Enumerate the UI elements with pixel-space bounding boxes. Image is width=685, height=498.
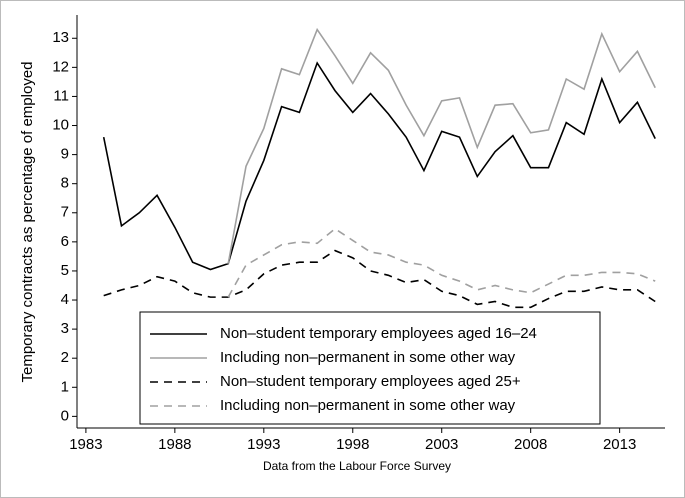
series-line [227,27,656,264]
y-tick-label: 7 [61,204,69,221]
legend-label: Non–student temporary employees aged 16–… [220,325,537,342]
y-tick-label: 8 [61,175,69,192]
y-tick-label: 2 [61,349,69,366]
x-tick-label: 1998 [336,436,369,453]
y-tick-label: 6 [61,233,69,250]
y-axis-label: Temporary contracts as percentage of emp… [19,62,36,383]
legend-label: Including non–permanent in some other wa… [220,349,516,366]
x-axis-label: Data from the Labour Force Survey [263,459,451,473]
y-tick-label: 12 [52,58,69,75]
x-tick-label: 1983 [69,436,102,453]
legend-label: Including non–permanent in some other wa… [220,397,516,414]
y-tick-label: 11 [53,87,69,104]
series-line [227,227,656,298]
x-tick-label: 2008 [514,436,547,453]
y-tick-label: 9 [61,146,69,163]
series-line [103,249,656,309]
series-line [102,61,656,271]
x-tick-label: 2013 [603,436,636,453]
y-tick-label: 0 [61,407,69,424]
y-tick-label: 13 [52,29,69,46]
legend: Non–student temporary employees aged 16–… [139,311,601,425]
y-tick-label: 1 [61,378,69,395]
y-tick-label: 4 [61,291,69,308]
legend-label: Non–student temporary employees aged 25+ [220,373,521,390]
y-tick-label: 5 [61,262,69,279]
x-tick-label: 2003 [425,436,458,453]
y-tick-label: 10 [52,116,69,133]
x-tick-label: 1988 [158,436,191,453]
y-tick-label: 3 [61,320,69,337]
x-tick-label: 1993 [247,436,280,453]
legend-box [139,311,601,425]
